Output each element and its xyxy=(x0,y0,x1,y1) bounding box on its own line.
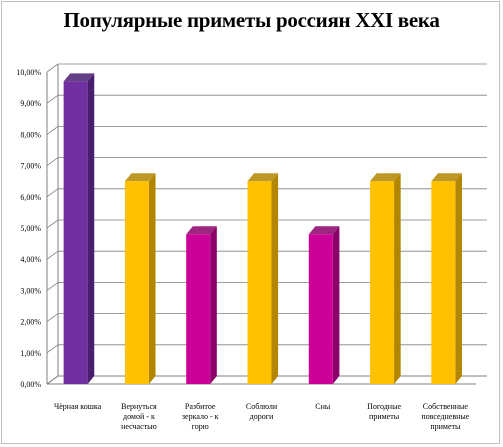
bar-side xyxy=(87,73,95,385)
bar-side xyxy=(271,173,279,384)
x-category-label: Погодные приметы xyxy=(367,402,401,421)
bar-side xyxy=(332,226,340,384)
bar-side xyxy=(394,173,401,384)
bar xyxy=(431,173,462,384)
bar xyxy=(247,173,279,384)
gridline xyxy=(46,94,487,104)
bar-top xyxy=(124,173,156,182)
bar-front xyxy=(124,181,149,384)
y-tick-label: 1,00% xyxy=(20,349,41,358)
bar xyxy=(308,226,340,384)
bar-front xyxy=(247,181,272,384)
y-tick-label: 2,00% xyxy=(20,318,41,327)
bar xyxy=(63,73,95,385)
bar-top xyxy=(431,173,462,182)
bar-side xyxy=(455,173,462,384)
y-tick-label: 7,00% xyxy=(20,162,41,171)
x-category-label: Собственные повседневные приметы xyxy=(421,402,469,431)
bar-front xyxy=(370,181,395,384)
y-tick-label: 6,00% xyxy=(20,193,41,202)
bar xyxy=(370,173,401,384)
x-category-label: Разбитое зеркало - к горю xyxy=(182,402,219,431)
bar-top xyxy=(186,226,217,235)
x-category-label: Вернуться домой - к несчастью xyxy=(121,402,157,431)
x-category-label: Сны xyxy=(315,402,331,411)
bar-front xyxy=(186,234,211,384)
bar xyxy=(186,226,217,384)
bar-front xyxy=(308,234,333,384)
x-category-label: Чёрная кошка xyxy=(54,402,102,411)
bar-top xyxy=(370,173,401,182)
bar xyxy=(124,173,156,384)
bar-side xyxy=(148,173,156,384)
gridline xyxy=(46,63,487,73)
bar-top xyxy=(247,173,279,182)
y-tick-label: 10,00% xyxy=(16,68,41,77)
y-tick-label: 9,00% xyxy=(20,99,41,108)
chart-title: Популярные приметы россиян XXI века xyxy=(63,8,440,32)
bar-top xyxy=(308,226,340,235)
y-tick-label: 5,00% xyxy=(20,224,41,233)
y-tick-label: 8,00% xyxy=(20,130,41,139)
gridline xyxy=(46,157,487,166)
bar-side xyxy=(210,226,217,384)
y-tick-label: 3,00% xyxy=(20,286,41,295)
gridline xyxy=(46,126,487,135)
y-tick-label: 4,00% xyxy=(20,255,41,264)
bar-front xyxy=(431,181,456,384)
bar-front xyxy=(63,81,88,385)
bar-top xyxy=(63,73,95,82)
y-tick-label: 0,00% xyxy=(20,380,41,389)
x-category-label: Соблюли дороги xyxy=(246,402,278,421)
